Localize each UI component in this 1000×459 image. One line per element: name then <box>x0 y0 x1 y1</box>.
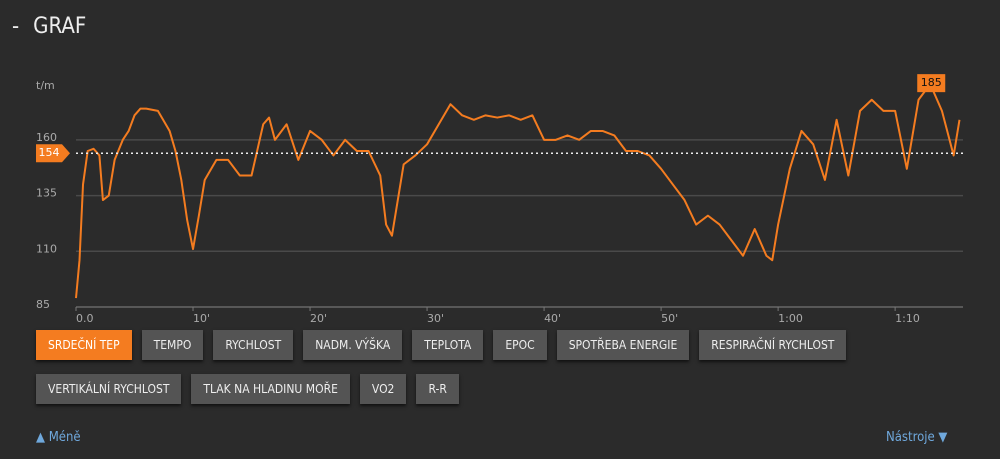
y-tick-label: 160 <box>36 131 57 144</box>
x-tick-label: 50' <box>661 312 678 325</box>
x-tick-label: 20' <box>310 312 327 325</box>
metric-button[interactable]: VO2 <box>359 374 407 404</box>
title: GRAF <box>33 14 87 39</box>
y-axis-label: t/m <box>36 79 55 92</box>
max-label: 185 <box>921 76 942 89</box>
max-badge <box>917 74 946 93</box>
x-tick-label: 1:00 <box>778 312 803 325</box>
metric-button[interactable]: RYCHLOST <box>213 330 294 360</box>
metric-button[interactable]: RESPIRAČNÍ RYCHLOST <box>699 330 847 360</box>
chart: t/m 85 110 135 160 0.0 10' 20' 30' 40' 50' 1:00 1:1… <box>36 74 963 325</box>
metric-button[interactable]: SPOTŘEBA ENERGIE <box>556 330 690 360</box>
y-tick-label: 110 <box>36 242 57 255</box>
tools-link[interactable]: Nástroje ▼ <box>886 430 948 445</box>
tools-text[interactable]: Nástroje <box>886 430 935 445</box>
average-label: 154 <box>39 146 60 159</box>
metric-button[interactable]: EPOC <box>493 330 547 360</box>
metric-button[interactable]: R-R <box>416 374 459 404</box>
x-tick-label: 40' <box>544 312 561 325</box>
x-tick-label: 10' <box>193 312 210 325</box>
metric-button[interactable]: TEPLOTA <box>412 330 484 360</box>
metric-button[interactable]: NADM. VÝŠKA <box>303 330 403 360</box>
less-link[interactable]: ▲ Méně <box>36 430 81 445</box>
less-text[interactable]: Méně <box>48 430 81 445</box>
header: - GRAF <box>12 14 100 39</box>
heart-rate-line <box>75 83 961 299</box>
metric-button[interactable]: TLAK NA HLADINU MOŘE <box>191 374 350 404</box>
y-tick-label: 85 <box>36 298 50 311</box>
x-tick-label: 30' <box>427 312 444 325</box>
y-tick-label: 135 <box>36 187 57 200</box>
button-bar: SRDEČNÍ TEP TEMPO RYCHLOST NADM. VÝŠKA TEPLO… <box>36 330 936 404</box>
x-tick-label: 1:10 <box>895 312 920 325</box>
metric-button[interactable]: SRDEČNÍ TEP <box>36 330 132 360</box>
x-tick-label: 0.0 <box>76 312 94 325</box>
average-badge <box>36 144 70 163</box>
metric-button[interactable]: TEMPO <box>141 330 204 360</box>
metric-button[interactable]: VERTIKÁLNÍ RYCHLOST <box>36 374 182 404</box>
toggle[interactable]: - <box>12 14 20 39</box>
